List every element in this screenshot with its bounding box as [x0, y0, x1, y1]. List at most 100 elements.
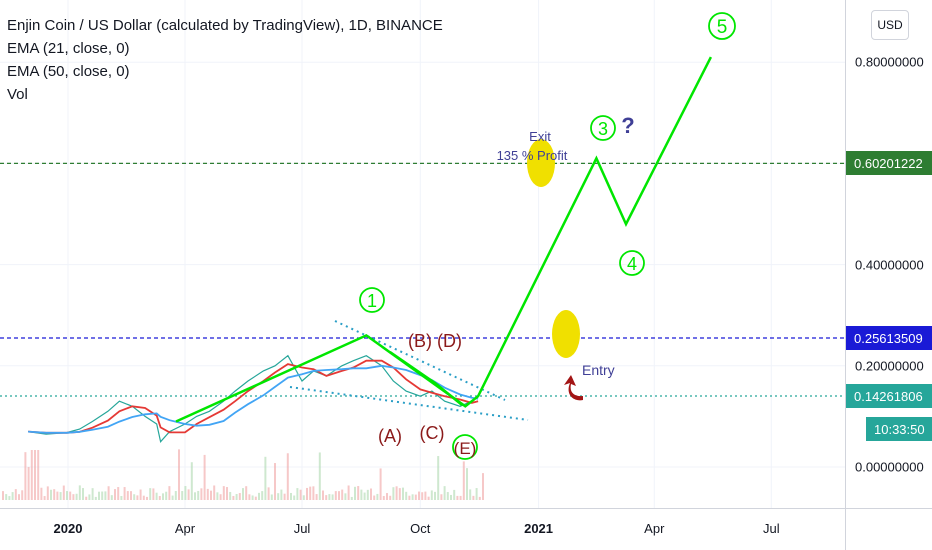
volume-bar: [162, 493, 164, 500]
currency-button[interactable]: USD: [871, 10, 909, 40]
wave-circle-wave_E: [452, 434, 478, 460]
volume-bar: [334, 491, 337, 500]
volume-bar: [360, 489, 363, 500]
volume-bar: [8, 496, 11, 500]
annotation-overlay: 1 3 4 5 (E)? (B) (D) (A) (C) Exit 135 % Profit Entr…: [175, 12, 736, 460]
volume-bar: [85, 496, 88, 500]
volume-bar: [197, 490, 200, 500]
volume-bar: [248, 494, 251, 500]
axis-corner: [845, 508, 932, 550]
volume-bar: [405, 491, 408, 500]
volume-bar: [238, 493, 241, 500]
volume-bar: [27, 466, 30, 500]
volume-bar: [456, 495, 459, 500]
volume-bar: [50, 489, 52, 500]
volume-bar: [309, 486, 312, 500]
volume-bar: [373, 495, 376, 500]
volume-bar: [2, 491, 4, 500]
volume-bar: [117, 487, 120, 500]
volume-bar: [427, 496, 430, 500]
volume-bar: [126, 491, 129, 500]
volume-bar: [56, 491, 59, 500]
volume-bar: [466, 468, 468, 500]
volume-bar: [210, 490, 212, 500]
volume-bar: [418, 491, 420, 500]
countdown-badge: 10:33:50: [866, 417, 932, 441]
volume-bar: [482, 473, 484, 500]
legend-vol[interactable]: Vol: [7, 86, 28, 103]
volume-bar: [296, 488, 299, 500]
volume-bar: [152, 488, 155, 500]
volume-bar: [98, 491, 100, 500]
time-axis[interactable]: 2020 Apr Jul Oct 2021 Apr Jul: [0, 508, 845, 550]
volume-bar: [475, 488, 478, 500]
volume-bar: [363, 492, 366, 500]
volume-bar: [261, 491, 264, 500]
volume-bar: [450, 494, 452, 500]
volume-bar: [219, 494, 222, 500]
volume-bar: [139, 489, 142, 500]
volume-bar: [229, 491, 232, 500]
candles-series: [28, 354, 479, 443]
volume-bar: [53, 489, 56, 500]
x-tick-label: Apr: [644, 521, 665, 536]
price-badge: 0.25613509: [846, 326, 932, 350]
volume-bar: [194, 492, 196, 500]
volume-bar: [350, 496, 353, 500]
volume-bar: [101, 491, 104, 500]
volume-bar: [213, 485, 216, 500]
volume-bar: [392, 487, 395, 500]
volume-bar: [11, 492, 14, 500]
volume-bar: [235, 493, 238, 500]
volume-bar: [395, 486, 398, 500]
volume-bar: [136, 495, 139, 500]
price-axis[interactable]: 0.80000000 0.40000000 0.20000000 0.00000000…: [845, 0, 932, 508]
volume-bar: [59, 492, 62, 500]
volume-bar: [37, 450, 40, 500]
up-arrow-icon: [564, 375, 583, 401]
ema50-line: [28, 364, 479, 434]
volume-bar: [91, 488, 94, 500]
annotation-wave4: 4: [627, 254, 637, 274]
volume-bar: [200, 488, 203, 500]
volume-bar: [354, 486, 356, 500]
volume-bar: [424, 491, 427, 500]
volume-bar: [376, 493, 379, 500]
annotation-wave3: 3: [598, 119, 608, 139]
volume-bar: [338, 491, 340, 500]
volume-bar: [155, 492, 158, 500]
volume-bar: [72, 494, 75, 500]
x-tick-label: 2020: [53, 521, 83, 536]
volume-bar: [318, 452, 321, 500]
volume-bar: [286, 453, 289, 500]
annotation-exit_line1: Exit: [529, 129, 551, 144]
volume-bar: [421, 492, 424, 500]
price-chart[interactable]: 1 3 4 5 (E)? (B) (D) (A) (C) Exit 135 % Profit Entr…: [0, 0, 845, 508]
volume-bar: [46, 486, 49, 500]
y-tick-label: 0.20000000: [855, 358, 924, 374]
volume-bar: [370, 488, 372, 500]
legend-ema50[interactable]: EMA (50, close, 0): [7, 63, 130, 80]
volume-bar: [226, 487, 228, 500]
volume-bar: [14, 489, 17, 500]
volume-bar: [88, 494, 91, 500]
volume-bar: [82, 488, 84, 500]
volume-bar: [184, 486, 187, 500]
legend-ema21[interactable]: EMA (21, close, 0): [7, 40, 130, 57]
volume-bar: [389, 495, 392, 500]
annotation-wave_B: (B): [408, 331, 432, 351]
price-badge: 0.14261806: [846, 384, 932, 408]
volume-bar: [203, 454, 206, 500]
volume-bar: [107, 486, 110, 500]
wave-circle-wave5: [708, 12, 736, 40]
legend-title[interactable]: Enjin Coin / US Dollar (calculated by Tr…: [7, 17, 443, 34]
annotation-exit_line2: 135 % Profit: [497, 148, 568, 163]
volume-bar: [40, 487, 43, 500]
volume-bar: [254, 496, 257, 500]
volume-bar: [104, 491, 107, 500]
volume-bar: [478, 496, 481, 500]
volume-bar: [414, 494, 417, 500]
volume-bar: [341, 489, 344, 500]
volume-bar: [283, 493, 286, 500]
volume-bar: [315, 494, 318, 500]
